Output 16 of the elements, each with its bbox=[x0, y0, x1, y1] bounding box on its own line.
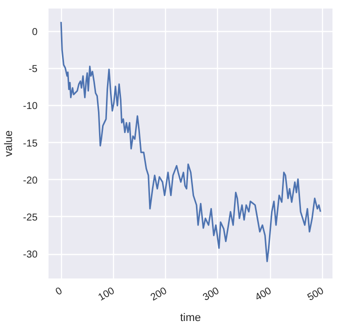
y-tick-label: -5 bbox=[28, 64, 38, 76]
x-tick-label: 200 bbox=[148, 285, 170, 304]
x-tick-label: 100 bbox=[96, 285, 117, 304]
y-tick-label: 0 bbox=[32, 26, 38, 38]
line-series bbox=[60, 21, 322, 262]
x-tick-label: 400 bbox=[254, 285, 274, 304]
y-axis-title: value bbox=[3, 130, 16, 157]
x-tick-label: 500 bbox=[306, 285, 326, 304]
x-tick-label: 300 bbox=[201, 285, 222, 304]
y-tick-label: -10 bbox=[23, 101, 38, 112]
y-tick-label: -15 bbox=[23, 138, 38, 150]
x-axis-title: time bbox=[180, 312, 201, 324]
x-tick-label: 0 bbox=[54, 285, 65, 298]
y-tick-label: -20 bbox=[23, 175, 38, 186]
y-tick-label: -30 bbox=[23, 250, 38, 261]
y-tick-label: -25 bbox=[23, 212, 38, 224]
